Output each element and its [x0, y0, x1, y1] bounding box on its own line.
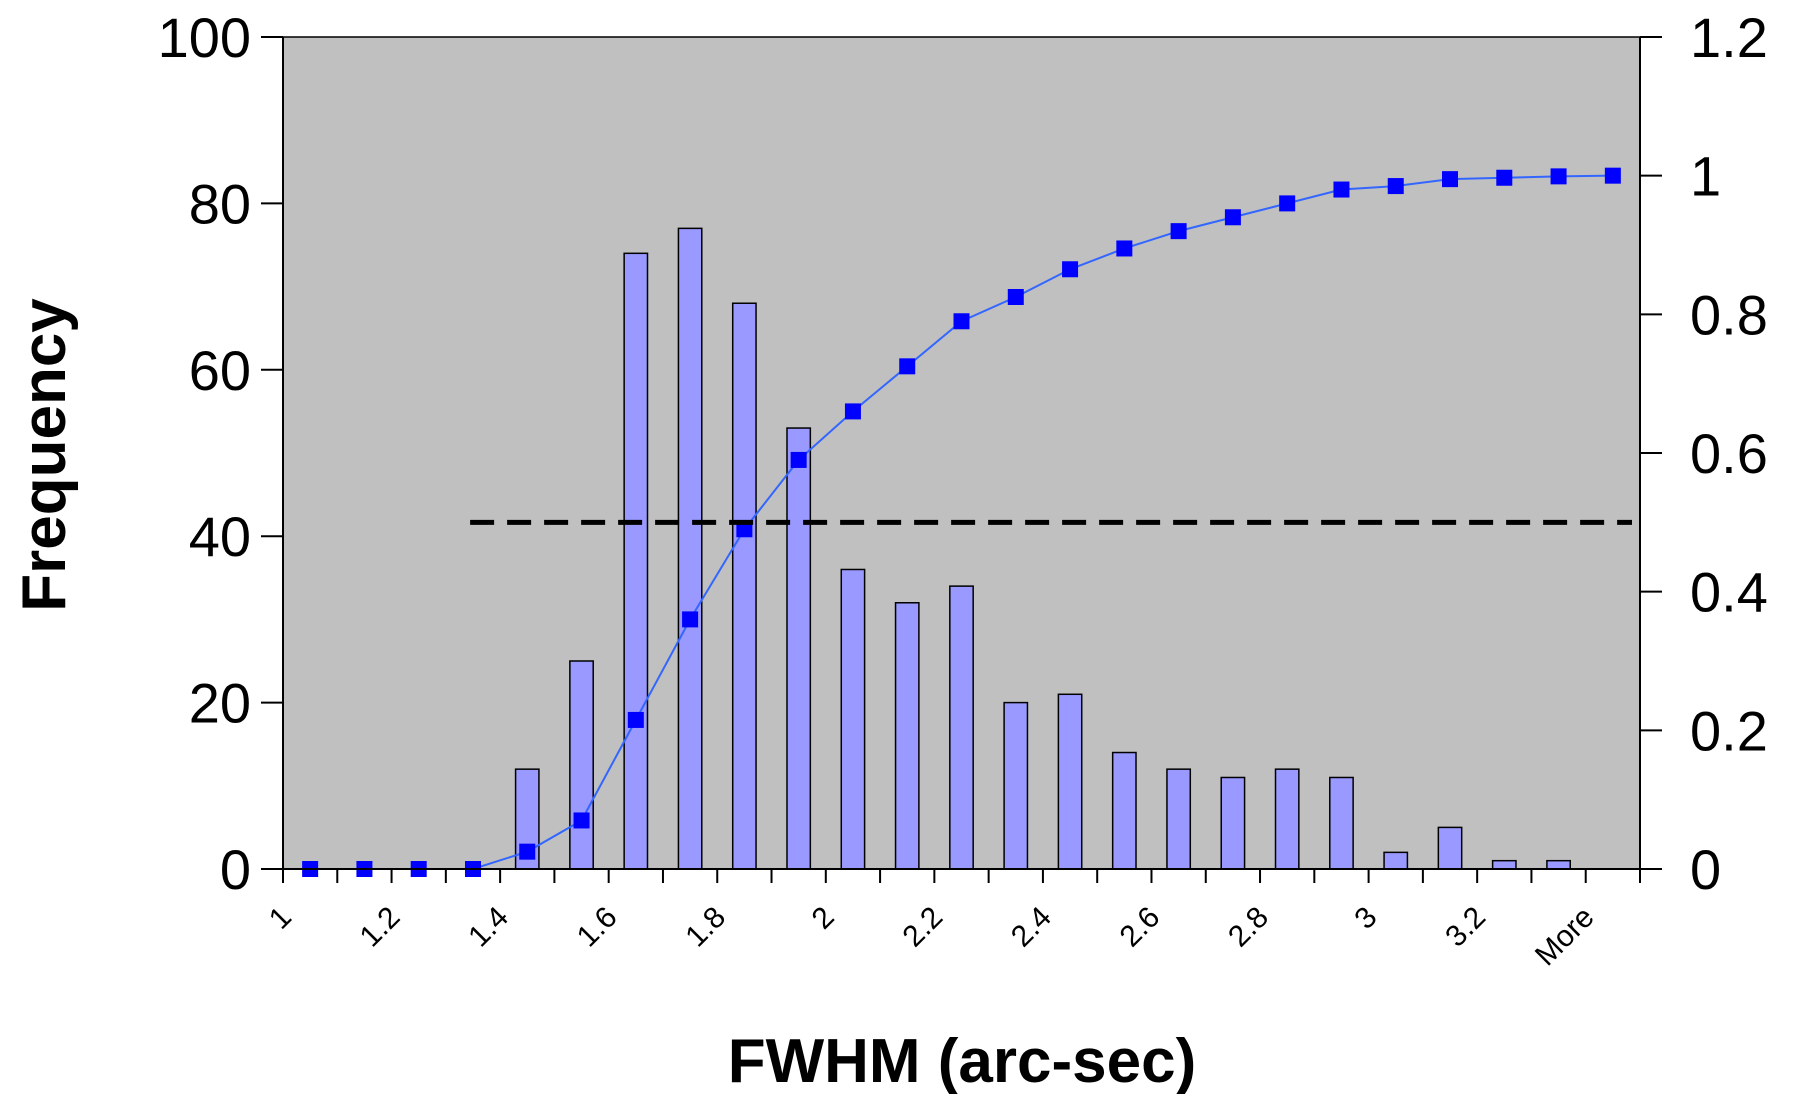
y-tick-label: 20: [189, 672, 251, 735]
x-tick-label: 2.2: [896, 901, 949, 954]
cumulative-point-3.1: [1442, 171, 1458, 187]
bar-2.7: [1221, 777, 1244, 869]
cumulative-point-2.9: [1333, 182, 1349, 198]
x-tick-label: 1: [263, 901, 298, 936]
bar-3.2: [1493, 861, 1516, 869]
y2-tick-label: 0.4: [1690, 561, 1768, 624]
cumulative-point-3.2: [1496, 170, 1512, 186]
x-tick-label: 2.8: [1222, 901, 1275, 954]
x-tick-label: 1.4: [462, 901, 515, 954]
bar-1.8: [733, 303, 756, 869]
cumulative-point-2.6: [1171, 223, 1187, 239]
x-axis-title: FWHM (arc-sec): [728, 1027, 1197, 1094]
bar-1.6: [624, 253, 647, 869]
y2-tick-label: 1: [1690, 145, 1721, 208]
y-tick-label: 100: [158, 6, 251, 69]
cumulative-point-3: [1388, 178, 1404, 194]
cumulative-point-2.7: [1225, 209, 1241, 225]
bar-2.6: [1167, 769, 1190, 869]
x-tick-label: 2: [806, 901, 841, 936]
y2-tick-label: 0.8: [1690, 283, 1768, 346]
bar-1.7: [678, 228, 701, 869]
cumulative-point-More: [1605, 168, 1621, 184]
bar-3: [1384, 852, 1407, 869]
bar-1.5: [570, 661, 593, 869]
y2-tick-label: 0.2: [1690, 699, 1768, 762]
bar-3.3: [1547, 861, 1570, 869]
x-tick-label: 3: [1348, 901, 1383, 936]
bar-2.3: [1004, 703, 1027, 869]
x-tick-label: 2.6: [1114, 901, 1167, 954]
y2-tick-label: 0: [1690, 838, 1721, 901]
cumulative-point-2: [845, 403, 861, 419]
cumulative-point-2.4: [1062, 261, 1078, 277]
x-tick-label: 1.2: [354, 901, 407, 954]
cumulative-point-3.3: [1551, 168, 1567, 184]
bar-2.2: [950, 586, 973, 869]
x-tick-label: 2.4: [1005, 901, 1058, 954]
x-tick-label: More: [1529, 901, 1601, 973]
bar-2.1: [896, 603, 919, 869]
x-tick-label: 1.8: [679, 901, 732, 954]
y-tick-label: 80: [189, 172, 251, 235]
y-axis-title: Frequency: [10, 298, 79, 612]
x-tick-label: 3.2: [1439, 901, 1492, 954]
bar-1.9: [787, 428, 810, 869]
bar-2: [841, 569, 864, 869]
cumulative-point-1.9: [791, 452, 807, 468]
cumulative-point-1.4: [519, 844, 535, 860]
cumulative-point-1.5: [574, 812, 590, 828]
cumulative-point-2.1: [899, 358, 915, 374]
y-tick-label: 0: [220, 838, 251, 901]
bar-2.8: [1276, 769, 1299, 869]
y-tick-label: 60: [189, 339, 251, 402]
bar-2.9: [1330, 777, 1353, 869]
cumulative-point-2.5: [1116, 240, 1132, 256]
cumulative-point-2.8: [1279, 195, 1295, 211]
bar-2.4: [1058, 694, 1081, 869]
bar-2.5: [1113, 753, 1136, 869]
cumulative-point-1.6: [628, 712, 644, 728]
bar-3.1: [1438, 827, 1461, 869]
y-tick-label: 40: [189, 505, 251, 568]
cumulative-point-2.2: [954, 313, 970, 329]
x-tick-label: 1.6: [571, 901, 624, 954]
cumulative-point-2.3: [1008, 289, 1024, 305]
y2-tick-label: 0.6: [1690, 422, 1768, 485]
cumulative-point-1.7: [682, 611, 698, 627]
y2-tick-label: 1.2: [1690, 6, 1768, 69]
